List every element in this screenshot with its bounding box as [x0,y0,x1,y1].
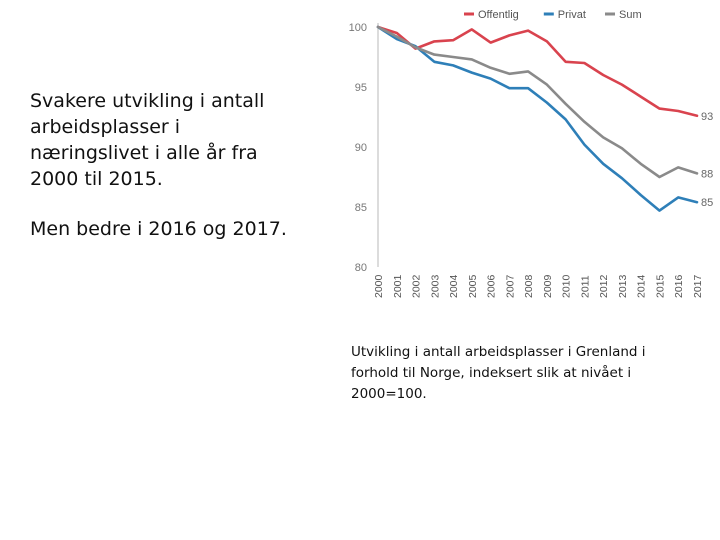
x-tick-label: 2009 [542,274,554,298]
y-tick-label: 95 [355,82,367,94]
series-end-label-offentlig: 93 [701,111,713,123]
series-line-sum [376,25,699,179]
x-tick-label: 2016 [673,274,685,298]
series-line-privat [376,25,699,212]
x-tick-label: 2000 [373,274,385,298]
x-tick-label: 2015 [654,274,666,298]
x-tick-label: 2013 [617,274,629,298]
legend-label-offentlig: Offentlig [478,9,519,21]
slide-paragraph-2: Men bedre i 2016 og 2017. [30,218,287,240]
y-tick-label: 90 [355,142,367,154]
series-line-offentlig [376,25,699,118]
x-tick-label: 2006 [486,274,498,298]
x-tick-label: 2008 [523,274,535,298]
y-tick-label: 100 [349,22,367,34]
x-tick-label: 2001 [392,274,404,298]
x-tick-label: 2004 [448,274,460,298]
x-tick-label: 2014 [636,274,648,298]
y-tick-label: 80 [355,262,367,274]
chart-caption: Utvikling i antall arbeidsplasser i Gren… [351,344,646,402]
y-tick-label: 85 [355,202,367,214]
slide-paragraph-1: Svakere utvikling i antall arbeidsplasse… [30,90,265,190]
x-tick-label: 2010 [561,274,573,298]
x-tick-label: 2002 [411,274,423,298]
series-end-label-sum: 88 [701,168,713,180]
x-tick-label: 2003 [429,274,441,298]
legend-label-sum: Sum [619,9,642,21]
x-tick-label: 2011 [579,275,591,298]
x-tick-label: 2012 [598,274,610,298]
series-end-label-privat: 85 [701,197,713,209]
x-tick-label: 2005 [467,274,479,298]
x-tick-label: 2007 [504,274,516,298]
x-tick-label: 2017 [692,274,704,298]
slide-text-block: Svakere utvikling i antall arbeidsplasse… [30,88,300,242]
line-chart: 80 85 90 95 100 2000 2001 2002 2003 2004 2005 2006 2… [349,9,714,298]
legend-label-privat: Privat [558,9,586,21]
